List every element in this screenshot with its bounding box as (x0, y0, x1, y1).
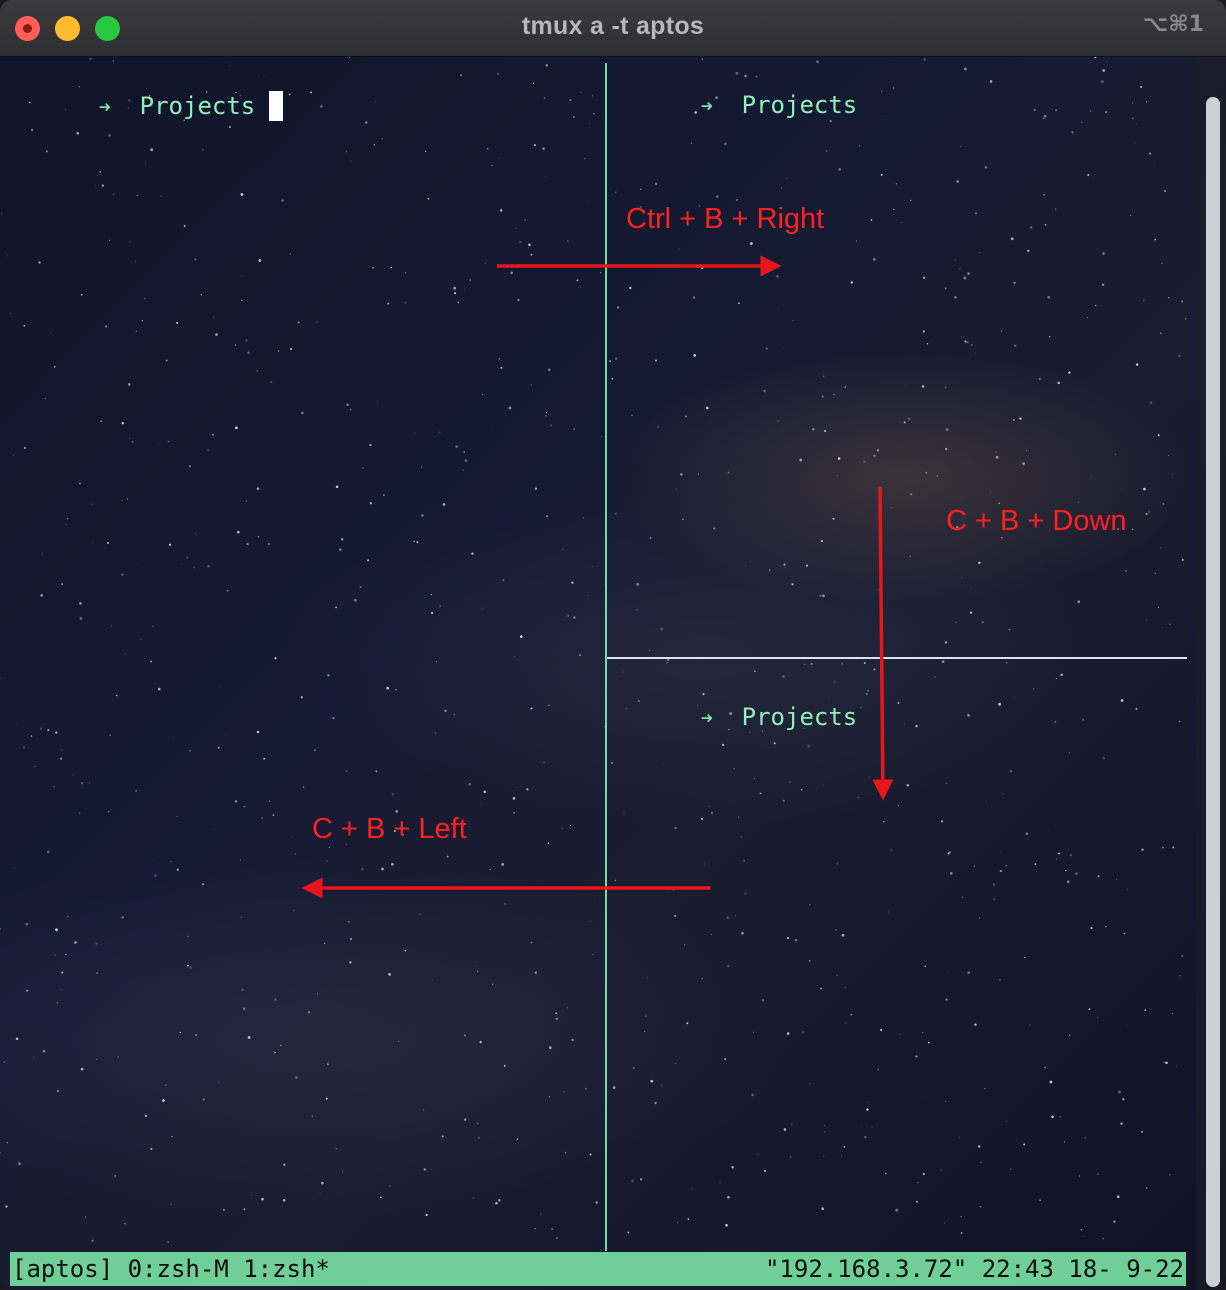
prompt-directory: Projects (139, 92, 256, 120)
terminal-area[interactable]: ➜ Projects ➜ Projects ➜ Projects Ctrl + … (0, 57, 1226, 1290)
prompt-arrow-icon: ➜ (700, 94, 713, 118)
arrow-down (872, 486, 894, 801)
text-cursor (269, 91, 284, 121)
pane-top-right-prompt[interactable]: ➜ Projects (614, 63, 858, 147)
pane-bottom-right-prompt[interactable]: ➜ Projects (614, 675, 858, 759)
starfield-background (0, 57, 1187, 1243)
scrollbar-thumb[interactable] (1206, 97, 1220, 1287)
annotation-down: C + B + Down (946, 505, 1127, 537)
maximize-button[interactable] (95, 16, 120, 41)
annotation-arrows (301, 255, 894, 899)
status-host-time: "192.168.3.72" 22:43 18- 9-22 (764, 1255, 1184, 1283)
prompt-directory: Projects (741, 91, 858, 119)
pane-divider-horizontal[interactable] (607, 657, 1187, 659)
prompt-directory: Projects (741, 703, 858, 731)
annotation-right: Ctrl + B + Right (626, 203, 825, 235)
close-button[interactable] (15, 16, 40, 41)
minimize-button[interactable] (55, 16, 80, 41)
annotation-left: C + B + Left (312, 813, 467, 845)
prompt-arrow-icon: ➜ (98, 95, 111, 119)
pane-left-prompt[interactable]: ➜ Projects (12, 63, 284, 149)
prompt-arrow-icon: ➜ (700, 706, 713, 730)
status-session-windows: [aptos] 0:zsh-M 1:zsh* (12, 1255, 330, 1283)
pane-divider-vertical[interactable] (605, 63, 607, 1251)
title-bar[interactable]: tmux a -t aptos ⌥⌘1 (0, 0, 1226, 57)
tmux-status-bar: [aptos] 0:zsh-M 1:zsh* "192.168.3.72" 22… (10, 1252, 1186, 1286)
window-title: tmux a -t aptos (521, 12, 705, 40)
window-shortcut: ⌥⌘1 (1142, 12, 1204, 37)
